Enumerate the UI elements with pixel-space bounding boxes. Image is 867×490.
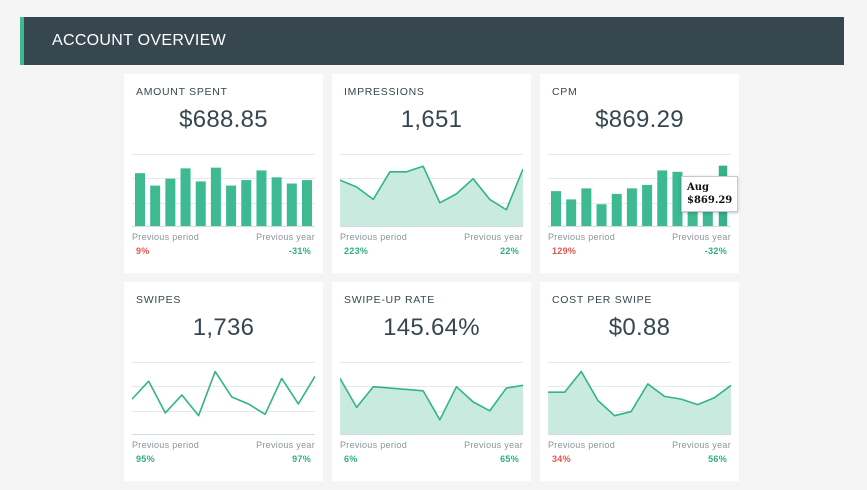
tooltip-value: $869.29 <box>687 195 733 206</box>
chart-bar <box>271 177 282 227</box>
chart-bar <box>210 167 221 227</box>
chart-bar <box>626 188 637 227</box>
chart-bar <box>165 178 176 227</box>
chart-bar <box>256 170 267 227</box>
chart-area <box>548 371 731 435</box>
card-value: $688.85 <box>179 106 268 133</box>
previous-year-label: Previous year <box>464 440 523 450</box>
card-value: $869.29 <box>595 106 684 133</box>
card-impressions: IMPRESSIONS 1,651 Previous period Previo… <box>332 74 531 273</box>
chart-bar <box>302 180 312 227</box>
chart-line <box>548 370 731 417</box>
chart-bar <box>195 181 206 227</box>
swipe-up-rate-chart[interactable] <box>340 362 523 435</box>
chart-bar <box>596 204 607 227</box>
card-cpm: CPM $869.29 Aug $869.29 Previous period … <box>540 74 739 273</box>
chart-line <box>340 378 523 421</box>
previous-period-change: 95% <box>136 454 155 464</box>
chart-bar <box>657 170 668 227</box>
previous-period-label: Previous period <box>548 440 616 450</box>
previous-year-label: Previous year <box>256 232 315 242</box>
chart-bar <box>180 168 191 227</box>
card-title: AMOUNT SPENT <box>136 86 228 98</box>
card-value: 1,736 <box>192 314 255 341</box>
impressions-chart[interactable] <box>340 154 523 227</box>
card-title: SWIPES <box>136 294 182 306</box>
page-title: ACCOUNT OVERVIEW <box>52 32 227 49</box>
cpm-chart[interactable] <box>548 154 731 227</box>
card-cost-per-swipe: COST PER SWIPE $0.88 Previous period Pre… <box>540 282 739 481</box>
card-title: COST PER SWIPE <box>552 294 653 306</box>
card-title: CPM <box>552 86 578 98</box>
previous-period-change: 129% <box>552 246 577 256</box>
account-overview-header: ACCOUNT OVERVIEW <box>20 17 844 65</box>
previous-year-change: 56% <box>708 454 727 464</box>
previous-period-change: 223% <box>344 246 369 256</box>
chart-tooltip: Aug $869.29 <box>681 176 739 212</box>
swipes-chart[interactable] <box>132 362 315 435</box>
chart-bar <box>226 185 237 227</box>
chart-bar <box>150 185 161 227</box>
previous-year-change: -32% <box>704 246 727 256</box>
amount-spent-chart[interactable] <box>132 154 315 227</box>
card-amount-spent: AMOUNT SPENT $688.85 Previous period Pre… <box>124 74 323 273</box>
previous-year-change: 65% <box>500 454 519 464</box>
previous-period-change: 34% <box>552 454 571 464</box>
chart-area <box>340 166 523 227</box>
card-title: SWIPE-UP RATE <box>344 294 435 306</box>
card-value: $0.88 <box>608 314 671 341</box>
chart-bar <box>672 171 683 227</box>
previous-year-label: Previous year <box>672 232 731 242</box>
chart-bar <box>286 183 297 227</box>
card-title: IMPRESSIONS <box>344 86 425 98</box>
chart-line <box>340 165 523 211</box>
chart-bar <box>135 173 145 227</box>
chart-bar <box>611 193 622 227</box>
chart-bar <box>642 184 653 227</box>
previous-period-change: 6% <box>344 454 358 464</box>
chart-bar <box>581 188 592 227</box>
card-value: 1,651 <box>400 106 463 133</box>
chart-line <box>132 370 315 417</box>
chart-bar <box>566 199 577 227</box>
card-swipe-up-rate: SWIPE-UP RATE 145.64% Previous period Pr… <box>332 282 531 481</box>
previous-period-change: 9% <box>136 246 150 256</box>
card-value: 145.64% <box>383 314 480 341</box>
previous-period-label: Previous period <box>340 440 408 450</box>
previous-year-change: 97% <box>292 454 311 464</box>
previous-period-label: Previous period <box>132 440 200 450</box>
previous-year-change: -31% <box>288 246 311 256</box>
previous-year-label: Previous year <box>464 232 523 242</box>
previous-year-label: Previous year <box>672 440 731 450</box>
previous-year-change: 22% <box>500 246 519 256</box>
chart-bar <box>241 180 252 227</box>
chart-bar <box>551 191 561 227</box>
card-swipes: SWIPES 1,736 Previous period Previous ye… <box>124 282 323 481</box>
previous-year-label: Previous year <box>256 440 315 450</box>
previous-period-label: Previous period <box>340 232 408 242</box>
tooltip-label: Aug <box>687 182 710 193</box>
previous-period-label: Previous period <box>548 232 616 242</box>
cost-per-swipe-chart[interactable] <box>548 362 731 435</box>
previous-period-label: Previous period <box>132 232 200 242</box>
